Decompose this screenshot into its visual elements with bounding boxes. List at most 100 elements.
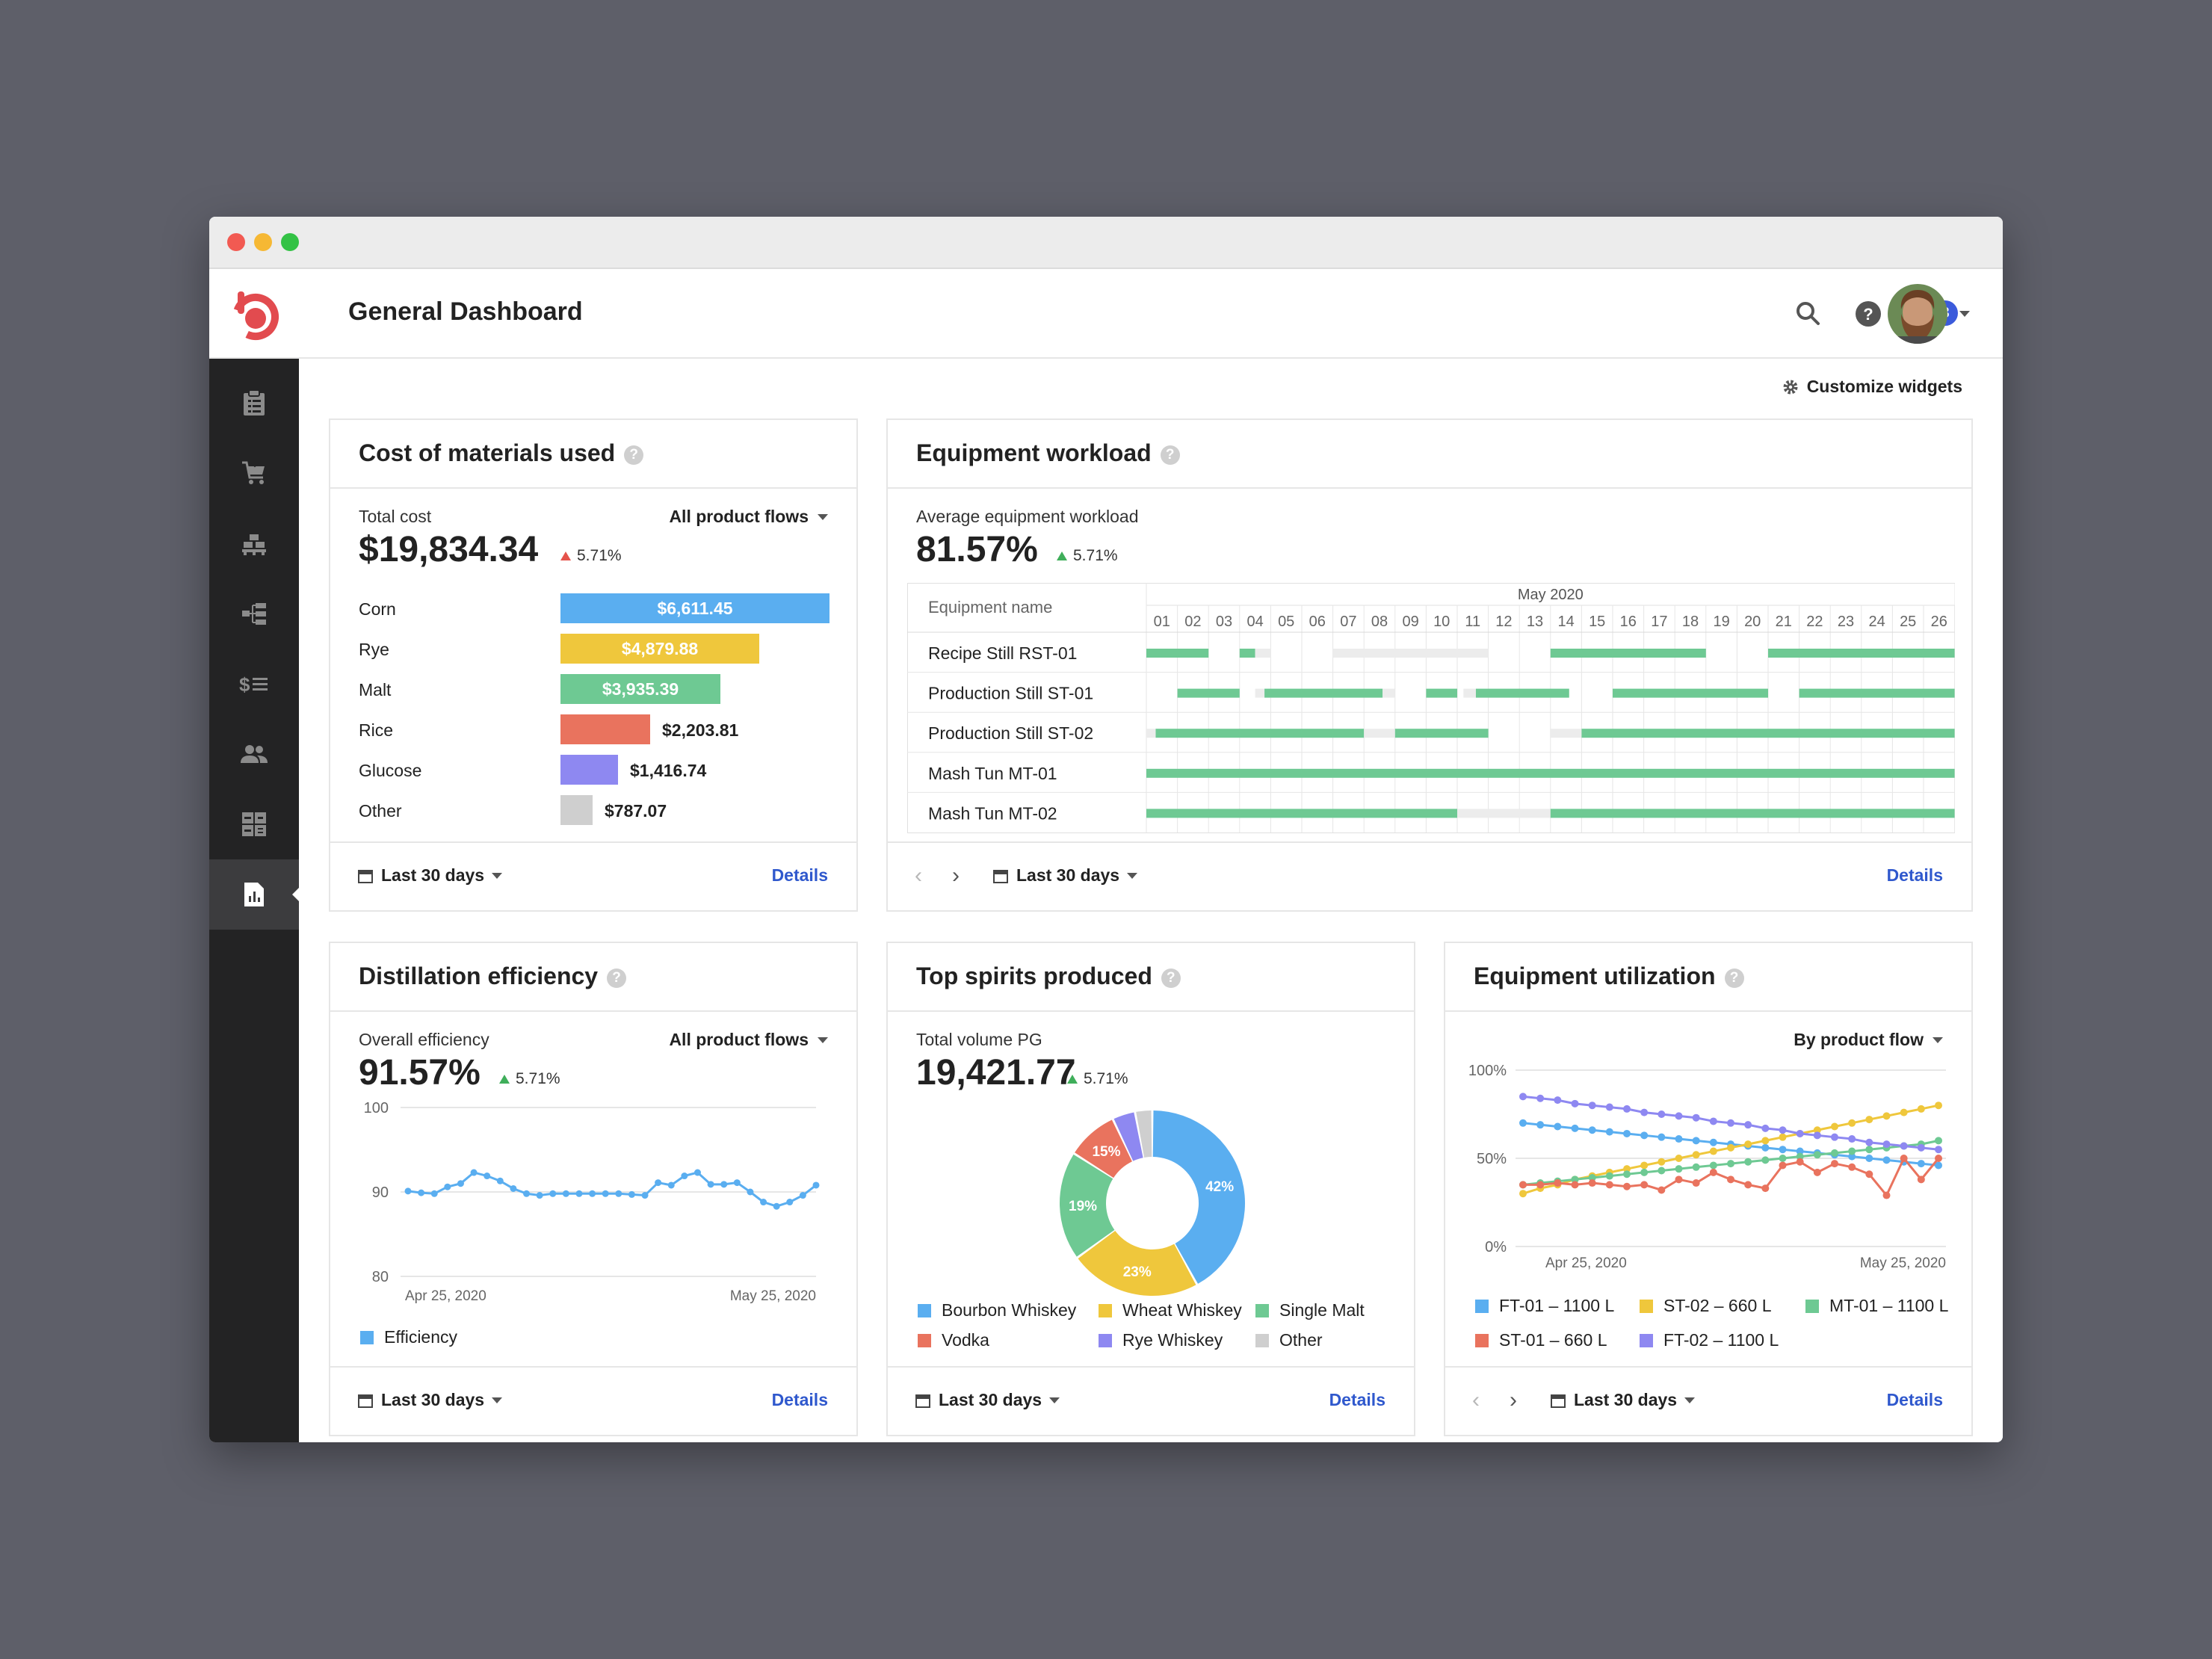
series-point	[1623, 1182, 1631, 1190]
kpi-change-value: 5.71%	[1084, 1070, 1128, 1087]
help-icon[interactable]: ?	[1850, 296, 1886, 332]
series-point	[1709, 1117, 1717, 1125]
product-flow-dropdown[interactable]: All product flows	[669, 1030, 828, 1050]
chevron-left-icon[interactable]: ‹	[1472, 1388, 1480, 1412]
sidebar-item-pricing[interactable]: $	[209, 649, 299, 719]
period-label: Last 30 days	[939, 1390, 1042, 1409]
period-selector[interactable]: Last 30 days	[1550, 1390, 1696, 1410]
cart-icon	[242, 460, 265, 484]
legend-label: Rye Whiskey	[1122, 1330, 1223, 1350]
material-bar[interactable]: $6,611.45	[560, 593, 830, 623]
sidebar-item-purchasing[interactable]	[209, 438, 299, 508]
sidebar-item-orders[interactable]	[209, 368, 299, 438]
legend-label: ST-02 – 660 L	[1663, 1296, 1772, 1315]
details-link[interactable]: Details	[771, 1390, 828, 1409]
series-point	[1831, 1149, 1838, 1157]
series-point	[1658, 1158, 1666, 1166]
kpi-change: 5.71%	[560, 547, 622, 565]
spirits-donut-chart: 42% 23% 19% 15%	[1060, 1110, 1245, 1296]
help-icon[interactable]: ?	[624, 445, 644, 465]
chevron-left-icon[interactable]: ‹	[915, 863, 922, 888]
period-selector[interactable]: Last 30 days	[357, 865, 503, 886]
app-logo-icon[interactable]	[227, 287, 281, 341]
legend-item: Single Malt	[1255, 1300, 1365, 1320]
details-link[interactable]: Details	[1329, 1390, 1385, 1409]
series-point	[1744, 1121, 1752, 1129]
day-label: 25	[1900, 614, 1916, 630]
close-window-button[interactable]	[227, 233, 245, 251]
card-footer: Last 30 days Details	[330, 841, 856, 910]
material-bar[interactable]: $3,935.39	[560, 674, 720, 704]
efficiency-point	[549, 1190, 557, 1197]
sidebar-item-inventory[interactable]	[209, 508, 299, 578]
x-tick-label: May 25, 2020	[730, 1288, 816, 1304]
series-point	[1605, 1128, 1613, 1136]
calendar-icon	[993, 869, 1008, 883]
series-point	[1761, 1124, 1770, 1132]
minimize-window-button[interactable]	[254, 233, 272, 251]
y-tick-label: 80	[372, 1269, 389, 1285]
workload-gantt-chart: May 2020 Equipment name 01 02 03 04 05 06 07 08 09…	[907, 583, 1955, 833]
sidebar: $	[209, 359, 300, 1442]
help-icon[interactable]: ?	[1161, 968, 1181, 988]
day-label: 26	[1931, 614, 1947, 630]
efficiency-point	[589, 1190, 596, 1197]
details-link[interactable]: Details	[1886, 865, 1943, 885]
series-point	[1935, 1137, 1942, 1145]
details-link[interactable]: Details	[1886, 1390, 1943, 1409]
period-selector[interactable]: Last 30 days	[357, 1390, 503, 1410]
calendar-icon	[915, 1394, 930, 1408]
sidebar-item-product-flows[interactable]	[209, 578, 299, 649]
search-icon[interactable]	[1791, 296, 1826, 332]
efficiency-point	[430, 1190, 438, 1197]
efficiency-point	[707, 1181, 714, 1188]
customize-widgets-button[interactable]: Customize widgets	[1782, 377, 1962, 397]
day-label: 24	[1868, 614, 1885, 630]
details-link[interactable]: Details	[771, 865, 828, 885]
material-row: Glucose $1,416.74	[359, 755, 822, 785]
maximize-window-button[interactable]	[281, 233, 299, 251]
workload-bar	[1581, 729, 1955, 738]
kpi-label: Average equipment workload	[916, 507, 1139, 526]
sidebar-item-reports[interactable]	[209, 859, 300, 930]
material-bar[interactable]	[560, 795, 593, 825]
efficiency-point	[602, 1190, 609, 1197]
series-point	[1900, 1108, 1908, 1116]
efficiency-point	[799, 1192, 806, 1199]
legend-swatch	[1805, 1299, 1819, 1313]
series-point	[1536, 1181, 1545, 1189]
efficiency-line	[407, 1171, 817, 1208]
period-selector[interactable]: Last 30 days	[915, 1390, 1060, 1410]
report-icon	[244, 883, 264, 906]
help-icon[interactable]: ?	[1724, 968, 1744, 988]
chevron-right-icon[interactable]: ›	[952, 863, 960, 888]
chevron-down-icon[interactable]	[1959, 311, 1970, 317]
day-label: 09	[1402, 614, 1418, 630]
material-bar[interactable]	[560, 755, 618, 785]
series-point	[1813, 1126, 1821, 1134]
material-bar[interactable]	[560, 714, 650, 744]
legend-item: MT-01 – 1100 L	[1805, 1296, 1948, 1316]
help-icon[interactable]: ?	[1160, 445, 1180, 465]
kpi-change-value: 5.71%	[577, 547, 622, 564]
legend-item: Efficiency	[360, 1327, 457, 1347]
product-flow-dropdown[interactable]: All product flows	[669, 507, 828, 527]
card-title: Top spirits produced?	[916, 963, 1181, 990]
material-value: $1,416.74	[630, 761, 707, 780]
series-point	[1623, 1170, 1631, 1178]
product-flow-dropdown[interactable]: By product flow	[1794, 1030, 1943, 1050]
page-title: General Dashboard	[348, 297, 583, 326]
avatar[interactable]	[1888, 284, 1947, 344]
workload-bar	[1146, 649, 1209, 658]
series-point	[1900, 1142, 1908, 1150]
chevron-right-icon[interactable]: ›	[1510, 1388, 1517, 1412]
sidebar-item-calculations[interactable]	[209, 789, 299, 859]
help-icon[interactable]: ?	[607, 968, 627, 988]
series-point	[1675, 1135, 1683, 1143]
period-selector[interactable]: Last 30 days	[992, 865, 1138, 886]
material-bar[interactable]: $4,879.88	[560, 634, 759, 664]
sidebar-item-people[interactable]	[209, 719, 299, 789]
legend-swatch	[1099, 1303, 1112, 1317]
series-point	[1675, 1165, 1683, 1173]
card-title-text: Distillation efficiency	[359, 963, 599, 989]
